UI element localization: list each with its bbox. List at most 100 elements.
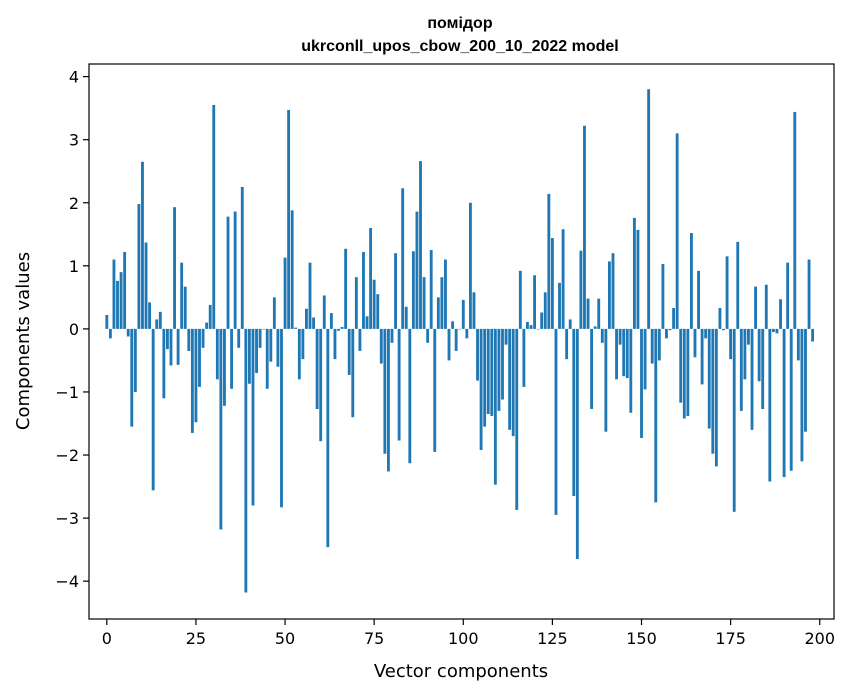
- bar-48: [276, 328, 280, 367]
- bar-93: [436, 297, 440, 329]
- y-axis-label: Components values: [13, 252, 34, 430]
- bar-122: [540, 312, 544, 329]
- bar-195: [800, 328, 804, 462]
- bar-181: [750, 328, 754, 430]
- bar-150: [640, 328, 643, 438]
- x-tick-label-175: 175: [715, 629, 746, 648]
- bar-75: [372, 279, 376, 329]
- bar-65: [337, 328, 340, 331]
- bar-40: [247, 328, 251, 384]
- bar-90: [426, 328, 430, 343]
- bar-106: [483, 328, 487, 427]
- bar-3: [116, 280, 119, 329]
- bar-6: [126, 328, 130, 337]
- bar-68: [347, 328, 351, 375]
- bar-111: [501, 328, 504, 400]
- bar-185: [764, 284, 768, 329]
- bar-95: [444, 259, 447, 329]
- bar-84: [404, 306, 408, 329]
- bar-5: [123, 251, 127, 329]
- bar-136: [590, 328, 594, 409]
- x-tick-label-50: 50: [275, 629, 295, 648]
- bar-109: [493, 328, 497, 485]
- bar-41: [251, 328, 255, 506]
- chart-title-line1: помідор: [427, 15, 492, 32]
- bar-35: [230, 328, 234, 389]
- bar-157: [665, 328, 668, 339]
- y-tick-label-4: 4: [69, 68, 79, 87]
- bar-37: [237, 328, 241, 348]
- bar-23: [187, 328, 191, 351]
- bar-188: [775, 328, 779, 334]
- bar-123: [543, 292, 547, 329]
- bar-127: [558, 282, 561, 329]
- bar-145: [622, 328, 626, 377]
- bar-151: [643, 328, 647, 390]
- bar-78: [383, 328, 387, 454]
- bar-55: [301, 328, 305, 360]
- bar-52: [290, 210, 294, 329]
- x-tick-label-0: 0: [102, 629, 112, 648]
- bar-187: [771, 328, 775, 333]
- bar-190: [782, 328, 786, 478]
- bar-49: [280, 328, 283, 508]
- bar-11: [144, 242, 148, 329]
- bar-61: [322, 295, 326, 329]
- bar-161: [679, 328, 683, 403]
- bar-98: [454, 328, 458, 351]
- bar-21: [180, 262, 184, 329]
- bar-77: [379, 328, 383, 364]
- x-tick-label-25: 25: [186, 629, 206, 648]
- bar-180: [747, 328, 750, 345]
- bar-197: [807, 259, 811, 329]
- bar-155: [657, 328, 661, 361]
- bar-36: [233, 211, 237, 329]
- bar-153: [650, 328, 654, 364]
- bar-33: [223, 328, 226, 406]
- bar-130: [568, 319, 572, 329]
- bar-124: [547, 193, 551, 329]
- bar-7: [130, 328, 134, 427]
- bar-58: [312, 317, 315, 329]
- bar-110: [497, 328, 501, 411]
- y-tick-label--1: −1: [55, 383, 79, 402]
- bar-117: [522, 328, 526, 387]
- y-tick-label--3: −3: [55, 509, 79, 528]
- bar-142: [611, 253, 615, 329]
- bar-87: [415, 211, 419, 329]
- y-tick-label-2: 2: [69, 194, 79, 213]
- bar-50: [283, 257, 287, 329]
- bar-183: [757, 328, 761, 382]
- bar-144: [618, 328, 622, 345]
- bar-72: [362, 251, 365, 329]
- bar-80: [390, 328, 394, 343]
- bar-170: [711, 328, 715, 454]
- bar-162: [682, 328, 686, 419]
- bar-45: [265, 328, 269, 389]
- bar-88: [419, 161, 422, 329]
- bar-76: [376, 294, 380, 329]
- bar-18: [169, 328, 173, 366]
- bar-143: [615, 328, 618, 380]
- bar-156: [661, 263, 665, 329]
- bar-174: [725, 256, 729, 329]
- bar-57: [308, 262, 312, 329]
- bar-94: [440, 277, 444, 329]
- bar-105: [479, 328, 483, 450]
- bar-102: [468, 202, 472, 329]
- bar-59: [315, 328, 319, 409]
- bar-148: [632, 217, 636, 329]
- x-axis-ticks: 0 25 50 75 100 125 150 175 200: [102, 619, 835, 648]
- bar-60: [319, 328, 323, 442]
- bar-175: [729, 328, 733, 360]
- bar-27: [201, 328, 205, 348]
- bar-108: [490, 328, 494, 416]
- bar-56: [305, 308, 308, 329]
- bar-121: [536, 328, 540, 330]
- bar-140: [604, 328, 608, 432]
- x-tick-label-100: 100: [448, 629, 479, 648]
- bar-196: [804, 328, 807, 432]
- bar-191: [786, 262, 790, 329]
- bar-29: [208, 304, 212, 329]
- bar-15: [158, 311, 162, 329]
